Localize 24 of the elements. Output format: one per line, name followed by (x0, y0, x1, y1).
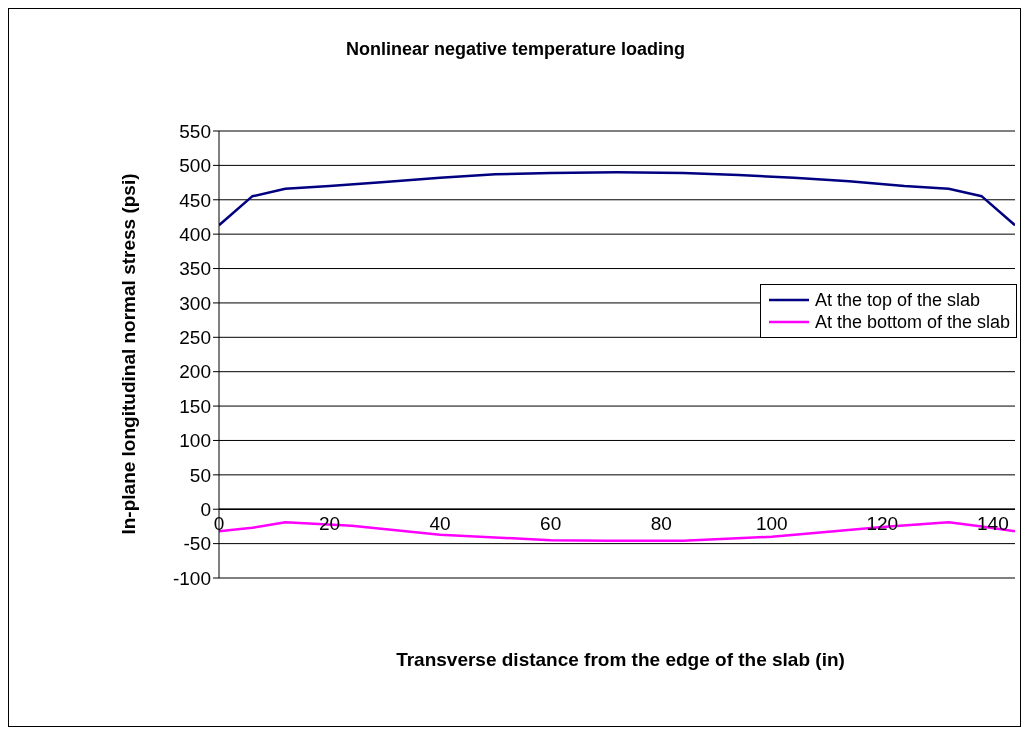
y-tick-label: 350 (179, 258, 211, 280)
x-tick-label: 100 (755, 513, 788, 535)
y-tick-label: 550 (179, 120, 211, 142)
y-tick-label: 400 (179, 223, 211, 245)
legend-label: At the bottom of the slab (814, 311, 1010, 333)
y-tick-label: 250 (179, 327, 211, 349)
y-tick-label: 150 (179, 395, 211, 417)
x-tick-label: 80 (650, 513, 672, 535)
x-tick-label: 40 (429, 513, 451, 535)
x-tick-label: 0 (213, 513, 225, 535)
y-tick-label: -50 (183, 533, 211, 555)
y-tick-label: 300 (179, 292, 211, 314)
x-tick-label: 60 (540, 513, 562, 535)
y-tick-label: 100 (179, 430, 211, 452)
y-tick-label: 0 (200, 498, 211, 520)
y-tick-label: 500 (179, 155, 211, 177)
y-tick-label: 200 (179, 361, 211, 383)
x-axis-title: Transverse distance from the edge of the slab (in) (395, 649, 846, 671)
y-tick-label: 50 (189, 464, 211, 486)
y-axis-title: In-plane longitudinal normal stress (psi) (117, 172, 140, 537)
y-tick-label: -100 (172, 567, 211, 589)
legend-label: At the top of the slab (814, 289, 980, 311)
y-tick-label: 450 (179, 189, 211, 211)
chart-title: Nonlinear negative temperature loading (344, 39, 687, 60)
